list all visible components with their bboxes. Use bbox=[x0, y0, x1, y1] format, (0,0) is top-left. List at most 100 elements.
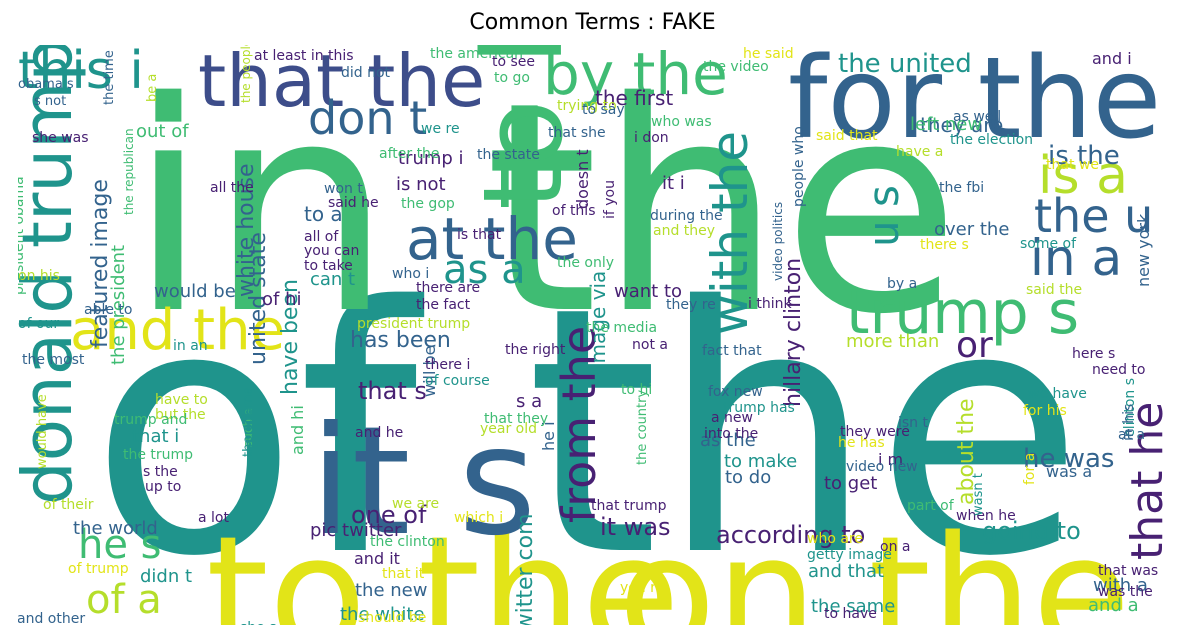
cloud-word: fox new bbox=[708, 384, 763, 400]
cloud-word: the clinton bbox=[370, 534, 445, 550]
cloud-word: on the bbox=[618, 501, 1131, 626]
cloud-word: i think bbox=[748, 296, 792, 312]
cloud-word: did not bbox=[341, 65, 391, 81]
cloud-word: said that bbox=[816, 128, 878, 144]
cloud-word: the time bbox=[102, 50, 117, 105]
cloud-word: who was bbox=[651, 114, 712, 130]
cloud-word: and i bbox=[1092, 49, 1132, 68]
cloud-word: video new bbox=[846, 459, 918, 475]
cloud-word: u s bbox=[859, 185, 908, 247]
cloud-word: part of bbox=[907, 498, 954, 514]
cloud-word: the state bbox=[477, 147, 540, 163]
cloud-word: would be bbox=[154, 281, 236, 302]
cloud-word: in his bbox=[1121, 403, 1137, 441]
cloud-word: some of bbox=[1020, 236, 1077, 252]
cloud-word: s the bbox=[143, 464, 178, 480]
cloud-word: it s bbox=[310, 395, 537, 569]
cloud-word: at least in this bbox=[254, 48, 354, 64]
cloud-word: the right bbox=[505, 342, 566, 358]
cloud-word: he has bbox=[838, 435, 885, 451]
cloud-word: going to bbox=[982, 517, 1081, 545]
cloud-word: all the bbox=[210, 180, 254, 196]
cloud-word: it i bbox=[662, 173, 685, 194]
cloud-word: hillary clinton bbox=[781, 257, 806, 407]
cloud-word: the white bbox=[340, 604, 425, 625]
cloud-word: they are bbox=[920, 113, 1004, 137]
cloud-word: not a bbox=[632, 337, 668, 353]
cloud-word: i m bbox=[878, 450, 904, 469]
cloud-word: there s bbox=[920, 237, 969, 253]
cloud-word: to get bbox=[824, 473, 878, 494]
cloud-word: to make bbox=[724, 451, 798, 472]
cloud-word: by a bbox=[887, 276, 918, 292]
cloud-word: the new bbox=[355, 580, 428, 601]
cloud-word: to a bbox=[304, 202, 343, 226]
cloud-word: as the bbox=[700, 430, 756, 451]
cloud-word: to hi bbox=[621, 382, 653, 398]
cloud-word: is a bbox=[1038, 146, 1128, 206]
chart-title: Common Terms : FAKE bbox=[469, 10, 716, 35]
cloud-word: trying to bbox=[557, 98, 617, 114]
cloud-word: the first bbox=[595, 86, 674, 110]
cloud-word: that it bbox=[382, 566, 425, 582]
cloud-word: over the bbox=[934, 219, 1010, 240]
cloud-word: that was bbox=[1098, 563, 1159, 579]
cloud-word: it was bbox=[600, 513, 671, 541]
cloud-word: trump s bbox=[846, 278, 1080, 348]
cloud-word: the united bbox=[838, 49, 972, 79]
cloud-word: she s bbox=[240, 621, 277, 625]
cloud-word: he said bbox=[743, 46, 794, 62]
cloud-word: need to bbox=[1092, 362, 1146, 378]
cloud-word: is that bbox=[457, 227, 502, 243]
cloud-word: is not bbox=[396, 174, 446, 195]
cloud-word: of their bbox=[43, 497, 94, 513]
cloud-word: into the bbox=[704, 426, 759, 442]
cloud-word: of the bbox=[90, 235, 1084, 625]
cloud-word: of our bbox=[18, 316, 60, 332]
cloud-word: in a bbox=[1030, 229, 1123, 287]
cloud-word: be a bbox=[145, 73, 160, 102]
cloud-word: the american bbox=[430, 46, 524, 62]
cloud-word: left new bbox=[910, 114, 983, 135]
cloud-word: able to bbox=[84, 302, 133, 318]
cloud-word: and that bbox=[808, 561, 885, 582]
cloud-word: to go bbox=[494, 70, 530, 86]
cloud-word: when he bbox=[956, 508, 1016, 524]
cloud-word: in the bbox=[128, 45, 961, 378]
cloud-word: video politics bbox=[771, 201, 785, 281]
cloud-word: of hi bbox=[262, 289, 302, 310]
cloud-word: i don bbox=[634, 130, 669, 146]
cloud-word: the country bbox=[635, 389, 650, 465]
cloud-word: that she bbox=[548, 125, 606, 141]
cloud-word: we have bbox=[1028, 386, 1087, 402]
cloud-word: the world bbox=[73, 518, 158, 539]
cloud-word: who are bbox=[807, 531, 863, 547]
cloud-word: of this bbox=[552, 203, 596, 219]
cloud-word: a new bbox=[711, 410, 753, 426]
cloud-word: fact that bbox=[702, 343, 762, 359]
cloud-word: didn t bbox=[140, 566, 193, 587]
cloud-word: getty image bbox=[807, 547, 892, 563]
cloud-word: which i bbox=[454, 510, 504, 526]
cloud-word: for a bbox=[1022, 452, 1038, 485]
cloud-word: don t bbox=[308, 91, 428, 145]
cloud-word: president trump bbox=[357, 316, 471, 332]
cloud-word: the gop bbox=[401, 196, 455, 212]
cloud-word: have to bbox=[155, 392, 208, 408]
cloud-word: to the bbox=[206, 501, 681, 626]
cloud-word: they re bbox=[666, 297, 716, 313]
cloud-word: the people bbox=[239, 45, 253, 103]
cloud-word: that trump bbox=[591, 498, 667, 514]
cloud-word: president obama bbox=[18, 176, 27, 295]
cloud-word: that they bbox=[484, 411, 549, 427]
cloud-word: the obama bbox=[241, 386, 256, 457]
cloud-word: we re bbox=[421, 121, 460, 137]
cloud-word: want to bbox=[614, 281, 683, 302]
cloud-word: who i bbox=[392, 266, 430, 282]
cloud-word: said the bbox=[1026, 282, 1083, 298]
cloud-word: during the bbox=[650, 208, 723, 224]
cloud-word: the media bbox=[586, 320, 658, 336]
cloud-word: the fact bbox=[416, 297, 471, 313]
cloud-word: and hi bbox=[288, 405, 307, 455]
word-cloud: of the in the to the on the for the it s that … bbox=[18, 45, 1170, 625]
